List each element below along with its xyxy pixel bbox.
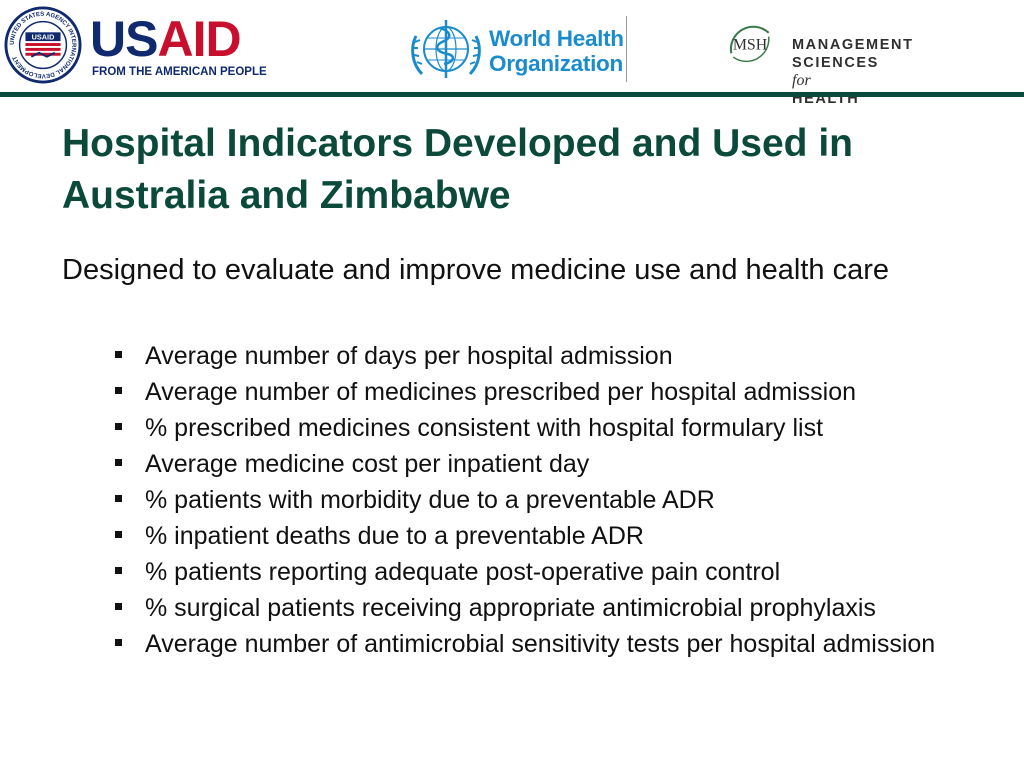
slide-title: Hospital Indicators Developed and Used i… xyxy=(62,122,853,217)
slide-header: UNITED STATES AGENCY INTERNATIONAL DEVEL… xyxy=(0,0,1024,107)
list-item: % patients with morbidity due to a preve… xyxy=(113,485,993,515)
header-divider-rule xyxy=(0,92,1024,97)
list-item: Average medicine cost per inpatient day xyxy=(113,449,993,479)
usaid-seal-caption: USAID xyxy=(32,32,55,41)
who-divider xyxy=(626,16,627,82)
list-item: % patients reporting adequate post-opera… xyxy=(113,557,993,587)
list-item: Average number of antimicrobial sensitiv… xyxy=(113,629,993,659)
list-item-text: % patients reporting adequate post-opera… xyxy=(145,558,781,586)
who-wordmark: World Health Organization xyxy=(489,26,624,76)
square-bullet-icon xyxy=(115,495,122,502)
square-bullet-icon xyxy=(115,351,122,358)
list-item-text: Average number of medicines prescribed p… xyxy=(145,378,857,406)
who-line1: World Health xyxy=(489,26,624,51)
list-item-text: % patients with morbidity due to a preve… xyxy=(145,486,715,514)
list-item: Average number of medicines prescribed p… xyxy=(113,377,993,407)
list-item-text: Average medicine cost per inpatient day xyxy=(145,450,590,478)
who-line2: Organization xyxy=(489,51,623,76)
msh-monogram-logo: MSH xyxy=(729,25,770,63)
list-item-text: % surgical patients receiving appropriat… xyxy=(145,594,876,622)
msh-wordmark: Management Sciences for Health xyxy=(792,36,914,108)
square-bullet-icon xyxy=(115,531,122,538)
square-bullet-icon xyxy=(115,459,122,466)
square-bullet-icon xyxy=(115,639,122,646)
list-item: Average number of days per hospital admi… xyxy=(113,341,993,371)
square-bullet-icon xyxy=(115,603,122,610)
square-bullet-icon xyxy=(115,387,122,394)
msh-line1: Management xyxy=(792,37,914,53)
square-bullet-icon xyxy=(115,567,122,574)
square-bullet-icon xyxy=(115,423,122,430)
slide-subtitle: Designed to evaluate and improve medicin… xyxy=(62,254,890,286)
list-item-text: % prescribed medicines consistent with h… xyxy=(145,414,824,442)
list-item-text: Average number of antimicrobial sensitiv… xyxy=(145,630,936,658)
list-item-text: Average number of days per hospital admi… xyxy=(145,342,673,370)
list-item: % inpatient deaths due to a preventable … xyxy=(113,521,993,551)
list-item: % prescribed medicines consistent with h… xyxy=(113,413,993,443)
usaid-seal-logo: UNITED STATES AGENCY INTERNATIONAL DEVEL… xyxy=(4,6,82,84)
who-emblem-logo xyxy=(411,20,481,78)
msh-monogram-text: MSH xyxy=(733,37,767,54)
list-item-text: % inpatient deaths due to a preventable … xyxy=(145,522,644,550)
usaid-wordmark: USAID xyxy=(90,11,242,67)
msh-line2: Sciences for Health xyxy=(792,55,879,107)
indicator-list: Average number of days per hospital admi… xyxy=(113,341,993,665)
usaid-tagline: FROM THE AMERICAN PEOPLE xyxy=(92,66,267,78)
list-item: % surgical patients receiving appropriat… xyxy=(113,593,993,623)
